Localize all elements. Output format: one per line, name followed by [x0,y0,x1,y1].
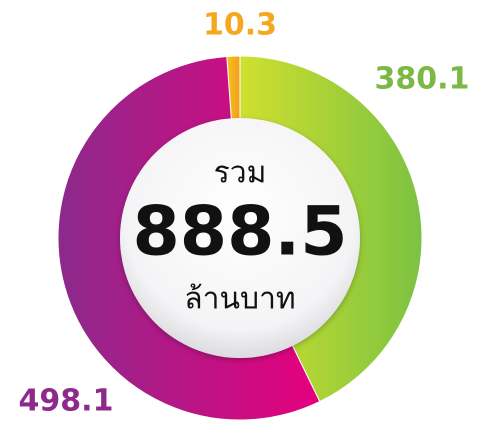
center-label: รวม [214,156,267,191]
segment-label: 498.1 [19,384,114,419]
segment-label: 10.3 [203,8,277,43]
center-disc [120,118,360,358]
center-unit: ล้านบาท [184,282,295,317]
center-total: 888.5 [132,193,347,272]
segment-label: 380.1 [375,62,470,97]
